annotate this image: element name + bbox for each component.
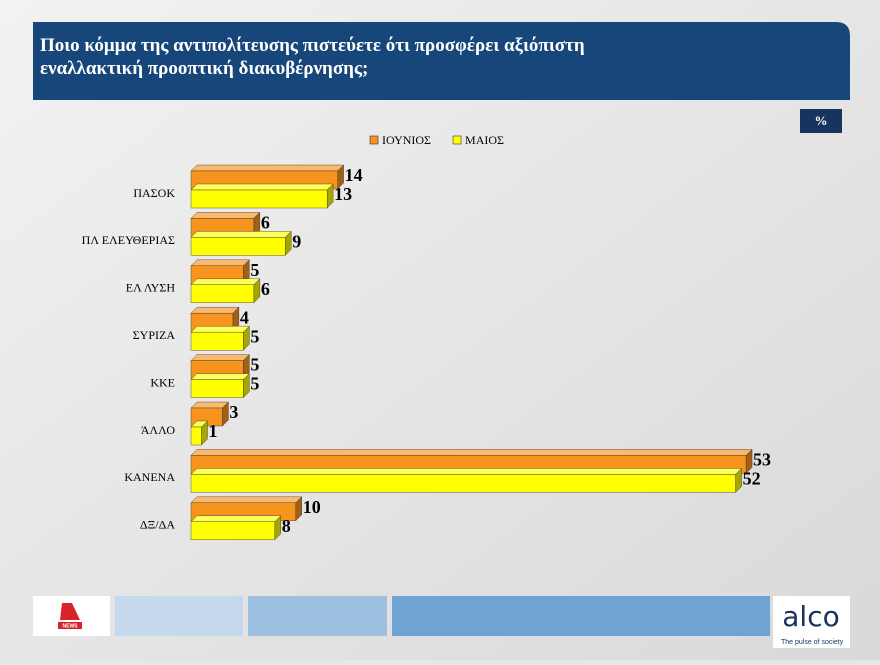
- bar-top: [190, 373, 250, 380]
- legend-swatch: [452, 135, 462, 145]
- news-label: NEWS: [63, 623, 79, 629]
- bar-top: [190, 231, 292, 238]
- footer-band: [115, 596, 243, 636]
- value-label: 6: [261, 279, 270, 299]
- category-label: ΠΑΣΟΚ: [133, 186, 175, 200]
- category-label: ΆΛΛΟ: [141, 423, 176, 437]
- value-label: 52: [743, 469, 761, 489]
- legend-swatch: [369, 135, 379, 145]
- tagline: The pulse of society: [781, 639, 844, 646]
- unit-badge: [800, 109, 842, 133]
- category-label: ΠΛ ΕΛΕΥΘΕΡΙΑΣ: [82, 233, 175, 247]
- bar-top: [190, 401, 229, 409]
- bar: [190, 237, 286, 256]
- category-label: ΣΥΡΙΖΑ: [133, 328, 176, 342]
- news-icon: [60, 603, 80, 620]
- title-wrap: Ποιο κόμμα της αντιπολίτευσης πιστεύετε …: [40, 35, 585, 79]
- header-box: [33, 22, 850, 100]
- bar: [190, 379, 244, 398]
- value-label: 1: [208, 421, 217, 441]
- footer-band: [392, 596, 770, 636]
- bar: [190, 474, 736, 493]
- value-label: 8: [282, 516, 291, 536]
- value-label: 6: [261, 213, 270, 233]
- bar-top: [190, 449, 753, 456]
- bar-top: [190, 164, 345, 172]
- value-label: 10: [303, 497, 321, 517]
- bar: [190, 284, 255, 303]
- footer-band: [248, 596, 387, 636]
- value-label: 5: [250, 374, 259, 394]
- unit-label: %: [815, 113, 828, 128]
- brand: alco: [782, 600, 839, 633]
- bar-top: [190, 496, 303, 503]
- category-label: ΚΑΝΕΝΑ: [124, 470, 175, 484]
- bar-top: [190, 354, 250, 361]
- bar-top: [190, 326, 250, 333]
- value-label: 13: [334, 184, 352, 204]
- value-label: 14: [345, 165, 363, 185]
- legend-label: ΙΟΥΝΙΟΣ: [382, 133, 431, 147]
- value-label: 9: [292, 232, 301, 252]
- bar-top: [190, 515, 282, 522]
- value-label: 5: [250, 260, 259, 280]
- footer-logo-right: [773, 596, 850, 648]
- bar: [190, 189, 328, 209]
- legend-label: ΜΑΙΟΣ: [465, 133, 504, 147]
- news-tag: [58, 622, 82, 629]
- bar-top: [190, 212, 261, 219]
- category-label: ΕΛ ΛΥΣΗ: [126, 281, 176, 295]
- bar-top: [190, 307, 240, 314]
- value-label: 53: [753, 450, 771, 470]
- bar: [190, 521, 275, 540]
- bar-top: [190, 259, 250, 266]
- chart-title: Ποιο κόμμα της αντιπολίτευσης πιστεύετε …: [40, 35, 585, 79]
- value-label: 5: [250, 355, 259, 375]
- category-label: ΔΞ/ΔΑ: [140, 518, 175, 532]
- bar: [190, 426, 202, 446]
- value-label: 5: [250, 326, 259, 346]
- category-label: ΚΚΕ: [150, 375, 175, 389]
- bar-top: [190, 278, 261, 285]
- value-label: 3: [229, 402, 238, 422]
- bar-top: [190, 468, 743, 475]
- bar: [190, 332, 244, 351]
- value-label: 4: [240, 307, 249, 327]
- bar-top: [190, 183, 334, 191]
